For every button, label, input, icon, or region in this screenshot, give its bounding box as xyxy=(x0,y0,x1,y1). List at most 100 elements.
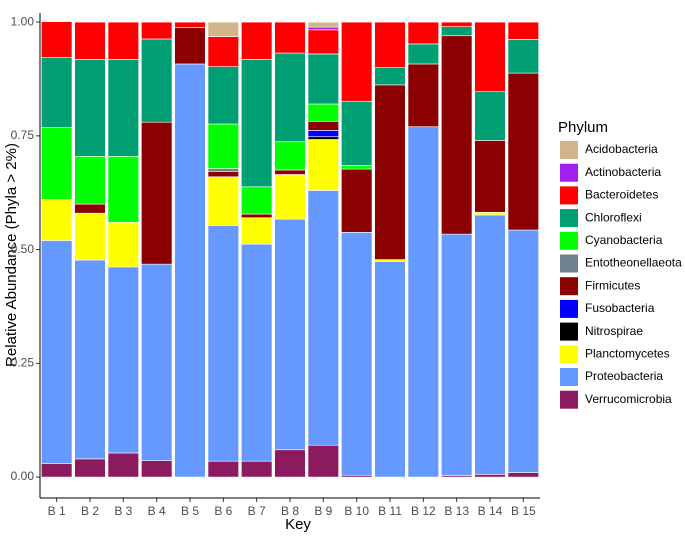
x-tick-label: B 12 xyxy=(411,504,436,518)
bar-segment xyxy=(207,123,239,169)
bar-segment xyxy=(41,57,73,128)
bar-segment xyxy=(207,171,239,178)
x-tick-label: B 13 xyxy=(444,504,469,518)
bar-segment xyxy=(207,66,239,125)
bar-segment xyxy=(274,141,306,171)
bar-segment xyxy=(341,231,373,476)
legend-key xyxy=(560,231,578,250)
legend-label: Entotheonellaeota xyxy=(585,256,682,270)
legend-label: Verrucomicrobia xyxy=(585,392,672,406)
legend-label: Cyanobacteria xyxy=(585,233,663,247)
bar-segment xyxy=(141,38,173,123)
bar-segment xyxy=(307,120,339,131)
bar-segment xyxy=(274,169,306,175)
legend-key xyxy=(560,163,578,182)
legend-key xyxy=(560,390,578,409)
x-tick-label: B 7 xyxy=(248,504,266,518)
bar-segment xyxy=(141,121,173,265)
bar-segment xyxy=(341,168,373,233)
bar-segment xyxy=(207,176,239,226)
bar-segment xyxy=(307,136,339,140)
bar-segment xyxy=(407,21,439,45)
bar-segment xyxy=(341,21,373,102)
bar-segment xyxy=(274,52,306,143)
bar-segment xyxy=(74,203,106,214)
x-tick-label: B 6 xyxy=(214,504,232,518)
bar-segment xyxy=(74,212,106,261)
bar-segment xyxy=(374,261,406,478)
bar-segment xyxy=(74,21,106,60)
bar-segment xyxy=(507,39,539,74)
bar-segment xyxy=(107,221,139,268)
legend-key xyxy=(560,209,578,228)
bar-segment xyxy=(307,130,339,138)
legend-label: Firmicutes xyxy=(585,278,640,292)
legend-label: Chloroflexi xyxy=(585,210,642,224)
bar-segment xyxy=(207,225,239,462)
bar-segment xyxy=(241,217,273,245)
bar-segment xyxy=(107,59,139,157)
bar-segment xyxy=(241,243,273,462)
bar-segment xyxy=(174,27,206,65)
legend-label: Planctomycetes xyxy=(585,346,670,360)
y-tick-label: 0.25 xyxy=(11,356,35,370)
y-axis-title: Relative Abundance (Phyla > 2%) xyxy=(3,143,20,367)
legend-key xyxy=(560,345,578,364)
x-tick-label: B 14 xyxy=(478,504,503,518)
legend-key xyxy=(560,299,578,318)
legend-label: Fusobacteria xyxy=(585,301,655,315)
bar-segment xyxy=(74,156,106,205)
bar-segment xyxy=(41,199,73,241)
bar-segment xyxy=(207,21,239,37)
bar-segment xyxy=(507,21,539,40)
bar-segment xyxy=(274,449,306,478)
bar-segment xyxy=(41,240,73,464)
legend-key xyxy=(560,322,578,341)
y-tick-label: 0.75 xyxy=(11,128,35,142)
bar-segment xyxy=(41,127,73,200)
x-tick-label: B 10 xyxy=(344,504,369,518)
x-axis-title: Key xyxy=(285,516,311,533)
bar-segment xyxy=(174,21,206,28)
bar-segment xyxy=(241,460,273,478)
bar-segment xyxy=(274,174,306,220)
x-tick-label: B 11 xyxy=(378,504,402,518)
bar-segment xyxy=(241,59,273,188)
bar-segment xyxy=(241,186,273,215)
bar-segment xyxy=(307,139,339,191)
legend-label: Acidobacteria xyxy=(585,142,658,156)
bar-segment xyxy=(474,140,506,213)
bar-segment xyxy=(141,263,173,461)
bar-segment xyxy=(374,21,406,68)
bar-segment xyxy=(74,59,106,157)
x-tick-label: B 2 xyxy=(81,504,99,518)
x-tick-label: B 1 xyxy=(48,504,66,518)
bar-segment xyxy=(474,21,506,93)
bar-segment xyxy=(107,266,139,454)
bar-segment xyxy=(207,168,239,172)
bar-segment xyxy=(407,63,439,128)
x-tick-label: B 3 xyxy=(114,504,132,518)
legend-label: Bacteroidetes xyxy=(585,188,658,202)
bar-segment xyxy=(207,36,239,67)
bar-segment xyxy=(74,458,106,478)
bar-segment xyxy=(307,444,339,478)
legend-title: Phylum xyxy=(558,119,608,136)
bar-segment xyxy=(507,72,539,231)
bar-segment xyxy=(307,26,339,31)
bar-segment xyxy=(141,460,173,478)
legend-key xyxy=(560,141,578,159)
bar-segment xyxy=(474,214,506,475)
bar-segment xyxy=(441,233,473,477)
bar-segment xyxy=(274,218,306,451)
bar-segment xyxy=(407,43,439,65)
bar-segment xyxy=(241,21,273,60)
bar-segment xyxy=(41,21,73,58)
bar-segment xyxy=(307,53,339,105)
bar-segment xyxy=(374,67,406,86)
x-tick-label: B 9 xyxy=(314,504,332,518)
x-tick-label: B 15 xyxy=(511,504,536,518)
bar-segment xyxy=(441,26,473,37)
bar-segment xyxy=(307,21,339,28)
